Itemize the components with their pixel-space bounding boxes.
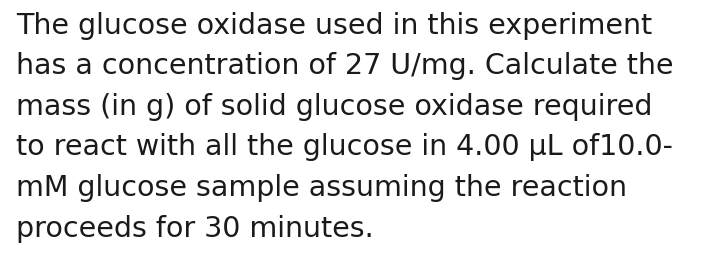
Text: mM glucose sample assuming the reaction: mM glucose sample assuming the reaction — [16, 174, 627, 202]
Text: has a concentration of 27 U/mg. Calculate the: has a concentration of 27 U/mg. Calculat… — [16, 52, 673, 80]
Text: mass (in g) of solid glucose oxidase required: mass (in g) of solid glucose oxidase req… — [16, 93, 652, 121]
Text: proceeds for 30 minutes.: proceeds for 30 minutes. — [16, 215, 374, 243]
Text: The glucose oxidase used in this experiment: The glucose oxidase used in this experim… — [16, 12, 652, 40]
Text: to react with all the glucose in 4.00 μL of10.0-: to react with all the glucose in 4.00 μL… — [16, 133, 672, 161]
